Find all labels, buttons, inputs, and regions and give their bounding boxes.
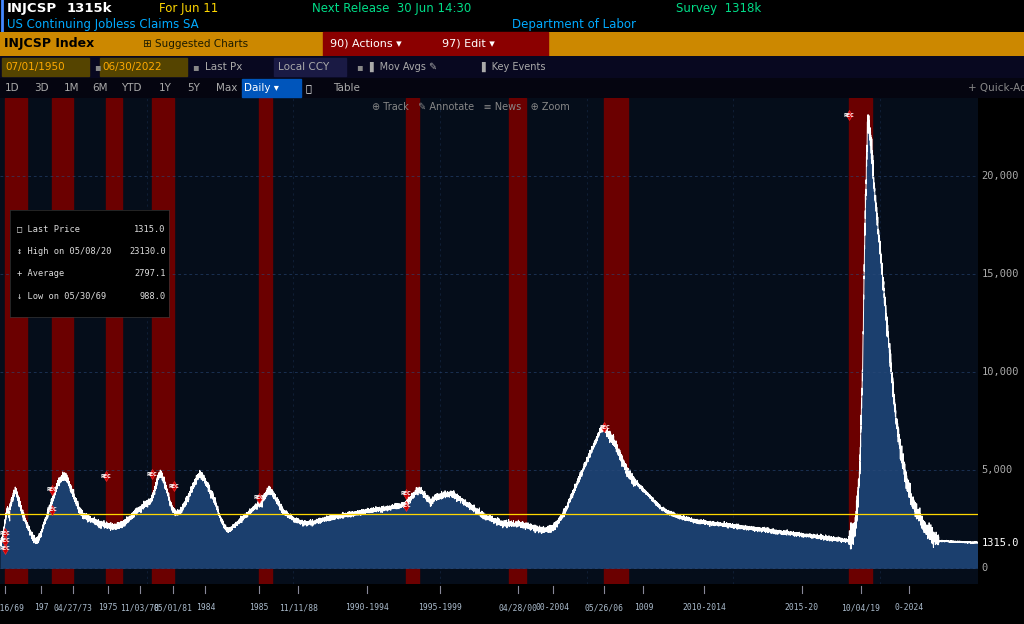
Text: 90) Actions ▾: 90) Actions ▾ [330, 39, 401, 49]
Text: ▌ Mov Avgs ✎: ▌ Mov Avgs ✎ [369, 62, 437, 72]
Text: ▌ Key Events: ▌ Key Events [481, 62, 546, 72]
Text: For Jun 11: For Jun 11 [159, 2, 218, 16]
Text: Survey  1318k: Survey 1318k [676, 2, 761, 16]
Text: 1995-1999: 1995-1999 [418, 603, 462, 613]
Text: REC: REC [400, 491, 412, 496]
Text: REC: REC [844, 112, 854, 117]
Text: □ Last Price: □ Last Price [16, 225, 80, 233]
Text: ▪: ▪ [94, 62, 100, 72]
Text: Daily ▾: Daily ▾ [244, 83, 279, 93]
Text: Next Release  30 Jun 14:30: Next Release 30 Jun 14:30 [312, 2, 472, 16]
Text: 04/28/00: 04/28/00 [499, 603, 538, 613]
Bar [509, 98, 526, 584]
Text: 00-2004: 00-2004 [536, 603, 569, 613]
Bar [52, 98, 74, 584]
Text: 05/26/06: 05/26/06 [585, 603, 624, 613]
Text: 0-2024: 0-2024 [895, 603, 924, 613]
Text: 04/27/73: 04/27/73 [54, 603, 93, 613]
Text: 1975: 1975 [98, 603, 118, 613]
Text: 05/16/69: 05/16/69 [0, 603, 25, 613]
Text: 10,000: 10,000 [982, 368, 1019, 378]
Text: 10/04/19: 10/04/19 [841, 603, 880, 613]
Text: ⊞ Suggested Charts: ⊞ Suggested Charts [143, 39, 249, 49]
Text: 07/01/1950: 07/01/1950 [5, 62, 65, 72]
Text: 23130.0: 23130.0 [129, 247, 166, 256]
Text: REC: REC [0, 530, 10, 535]
Text: US Continuing Jobless Claims SA: US Continuing Jobless Claims SA [7, 19, 199, 31]
Text: 1990-1994: 1990-1994 [345, 603, 389, 613]
Text: 1009: 1009 [634, 603, 653, 613]
Text: 2010-2014: 2010-2014 [682, 603, 726, 613]
Text: REC: REC [0, 539, 10, 544]
Text: Department of Labor: Department of Labor [512, 19, 636, 31]
Text: ▪: ▪ [356, 62, 362, 72]
Text: 5,000: 5,000 [982, 466, 1013, 475]
Text: 1985: 1985 [250, 603, 269, 613]
Text: INJCSP: INJCSP [7, 2, 57, 16]
Text: 5Y: 5Y [187, 83, 201, 93]
Text: 3D: 3D [34, 83, 48, 93]
Text: Local CCY: Local CCY [278, 62, 329, 72]
Bar [5, 98, 28, 584]
Text: 2797.1: 2797.1 [134, 270, 166, 278]
Text: Max: Max [216, 83, 238, 93]
Text: REC: REC [46, 507, 57, 512]
Text: 0: 0 [982, 563, 988, 573]
Bar [604, 98, 628, 584]
Text: 1315.0: 1315.0 [982, 537, 1019, 547]
Text: 📈: 📈 [305, 83, 311, 93]
Text: 1315k: 1315k [67, 2, 112, 16]
Text: REC: REC [169, 484, 179, 489]
Bar [274, 58, 346, 76]
Text: ⊕ Track   ✎ Annotate   ≡ News   ⊕ Zoom: ⊕ Track ✎ Annotate ≡ News ⊕ Zoom [372, 102, 569, 112]
Text: 1315.0: 1315.0 [134, 225, 166, 233]
Text: 1984: 1984 [196, 603, 215, 613]
Text: + Average: + Average [16, 270, 63, 278]
Text: 05/01/81: 05/01/81 [154, 603, 193, 613]
Text: + Quick-Add: + Quick-Add [968, 83, 1024, 93]
Text: 2015-20: 2015-20 [784, 603, 819, 613]
Bar [242, 79, 301, 97]
Text: Table: Table [333, 83, 359, 93]
Bar [152, 98, 174, 584]
Bar [2, 58, 89, 76]
Bar [259, 98, 271, 584]
Text: REC: REC [0, 546, 10, 551]
Text: YTD: YTD [121, 83, 141, 93]
Bar [323, 32, 548, 56]
Text: 20,000: 20,000 [982, 172, 1019, 182]
Text: 1Y: 1Y [159, 83, 172, 93]
Text: REC: REC [46, 487, 57, 492]
Text: 11/11/88: 11/11/88 [279, 603, 317, 613]
Text: REC: REC [100, 474, 111, 479]
Text: 988.0: 988.0 [139, 292, 166, 301]
Text: 1M: 1M [63, 83, 79, 93]
Text: REC: REC [400, 503, 412, 508]
Text: REC: REC [254, 495, 264, 500]
Text: ↓ Low on 05/30/69: ↓ Low on 05/30/69 [16, 292, 105, 301]
Text: 1D: 1D [5, 83, 19, 93]
Text: REC: REC [146, 472, 157, 477]
Bar [100, 58, 187, 76]
Text: 197: 197 [34, 603, 48, 613]
Text: INJCSP Index: INJCSP Index [4, 37, 94, 51]
Bar [406, 98, 419, 584]
Text: Last Px: Last Px [205, 62, 242, 72]
Text: REC: REC [599, 425, 609, 430]
Bar [105, 98, 122, 584]
Bar [849, 98, 872, 584]
Text: 97) Edit ▾: 97) Edit ▾ [442, 39, 496, 49]
Text: 11/03/78: 11/03/78 [121, 603, 160, 613]
Text: ▪: ▪ [193, 62, 199, 72]
Text: 15,000: 15,000 [982, 270, 1019, 280]
Text: ↕ High on 05/08/20: ↕ High on 05/08/20 [16, 247, 111, 256]
Text: 06/30/2022: 06/30/2022 [102, 62, 162, 72]
Text: 6M: 6M [92, 83, 108, 93]
